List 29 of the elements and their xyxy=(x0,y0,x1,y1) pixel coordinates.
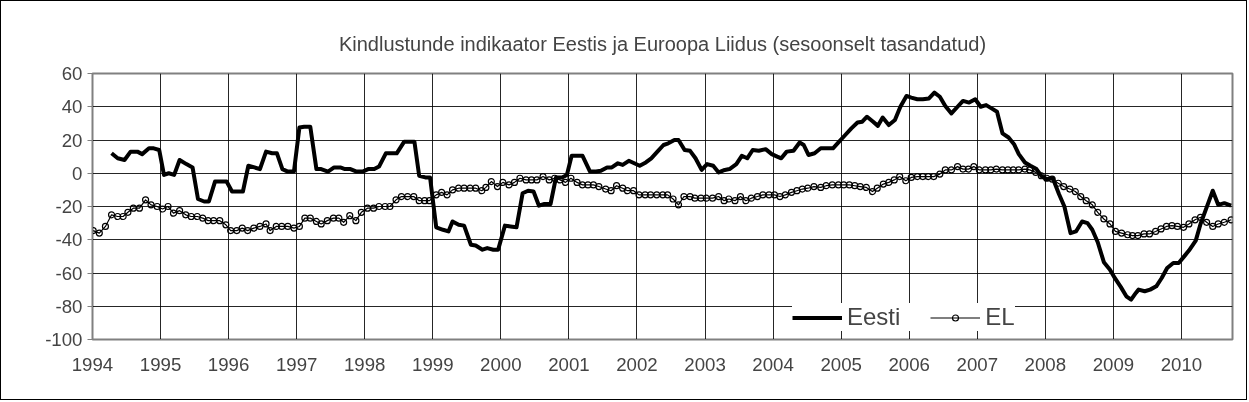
y-tick-label: -60 xyxy=(55,262,83,284)
x-tick-label: 1998 xyxy=(343,353,386,375)
y-tick-label: -80 xyxy=(55,295,83,317)
x-tick-label: 2005 xyxy=(820,353,862,375)
x-tick-label: 2003 xyxy=(684,353,726,375)
x-tick-label: 2008 xyxy=(1024,353,1067,375)
legend-label: EL xyxy=(985,303,1015,331)
y-tick-label: 20 xyxy=(61,129,83,151)
y-tick-label: -20 xyxy=(55,196,83,217)
x-tick-label: 1995 xyxy=(139,353,182,375)
chart-title: Kindlustunde indikaator Eestis ja Euroopa Liidus (sesoonselt tasandatud) xyxy=(338,32,987,55)
x-tick-label: 1996 xyxy=(207,353,250,375)
x-tick-label: 2001 xyxy=(548,353,590,375)
x-tick-label: 2009 xyxy=(1092,353,1135,375)
x-tick-label: 2002 xyxy=(616,353,658,375)
y-tick-label: 0 xyxy=(72,162,83,184)
y-tick-label: 40 xyxy=(61,96,83,118)
x-tick-label: 2000 xyxy=(480,353,522,375)
x-tick-label: 2004 xyxy=(752,353,794,375)
x-tick-label: 2007 xyxy=(956,353,999,375)
x-tick-label: 1994 xyxy=(71,353,114,375)
x-tick-label: 2010 xyxy=(1160,353,1203,375)
legend-label: Eesti xyxy=(847,303,901,331)
y-tick-label: -40 xyxy=(55,229,83,251)
x-tick-label: 2006 xyxy=(888,353,930,375)
y-tick-label: -100 xyxy=(45,329,83,350)
y-tick-label: 60 xyxy=(61,63,83,84)
x-tick-label: 1999 xyxy=(412,353,454,375)
x-tick-label: 1997 xyxy=(275,353,318,375)
